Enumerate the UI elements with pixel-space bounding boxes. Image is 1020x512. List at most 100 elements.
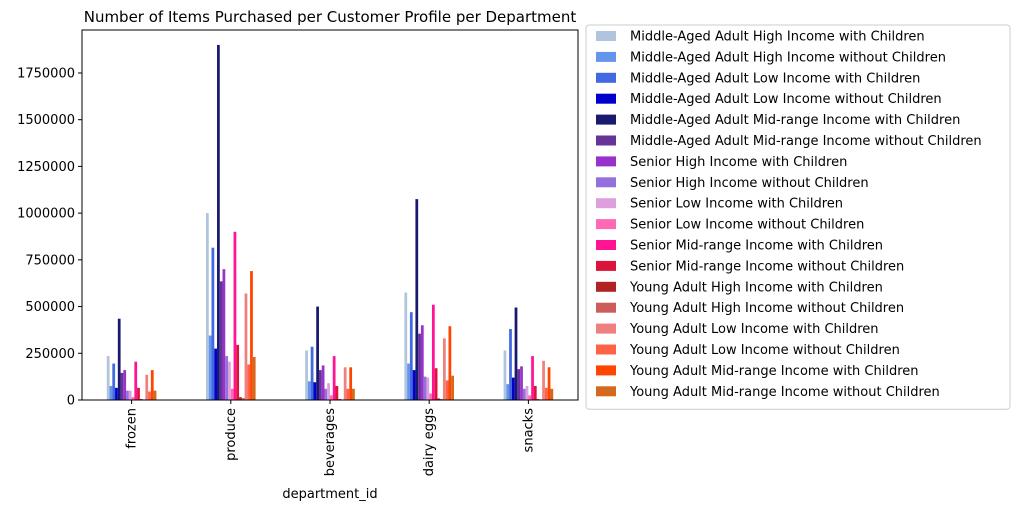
y-tick-label: 1250000 [17,160,75,175]
legend-swatch [596,219,616,230]
legend-swatch [596,177,616,188]
legend: Middle-Aged Adult High Income with Child… [585,24,1011,410]
bar [531,356,534,400]
legend-swatch [596,344,616,355]
bar [522,388,526,400]
bar [134,361,138,400]
bar [208,335,212,400]
bar [115,387,118,400]
bar [241,398,245,400]
legend-label: Senior High Income with Children [630,155,847,170]
bar [233,231,237,400]
bar [409,312,413,400]
bar [137,387,140,400]
legend-label: Senior Mid-range Income without Children [630,259,904,274]
legend-swatch [596,135,616,146]
bar [528,395,532,400]
bar [327,383,330,400]
bar [335,385,339,400]
legend-label: Middle-Aged Adult High Income with Child… [630,30,925,45]
legend-label: Middle-Aged Adult Low Income without Chi… [630,92,942,107]
legend-swatch [596,281,616,292]
legend-frame [585,24,1011,410]
bar [214,348,218,400]
bar [418,333,421,400]
bar [429,393,432,400]
bar [332,356,336,400]
bar [412,370,416,400]
legend-swatch [596,72,616,83]
bar [343,367,347,400]
bar [211,247,215,400]
bar [219,281,223,400]
y-tick-label: 1000000 [17,207,75,222]
legend-label: Middle-Aged Adult Mid-range Income witho… [630,134,982,149]
bar [305,350,308,400]
bar [330,395,333,400]
bar [420,325,424,400]
bar [426,377,430,400]
legend-label: Middle-Aged Adult Low Income with Childr… [630,71,920,86]
legend-label: Middle-Aged Adult Mid-range Income with … [630,113,960,128]
legend-label: Young Adult High Income with Children [629,280,883,295]
x-tick-label: snacks [521,408,536,453]
bar [228,361,231,400]
bar [236,344,240,400]
bar [307,381,311,400]
plot-frame [81,29,579,401]
x-tick-label: dairy eggs [422,408,437,477]
bar [321,365,325,400]
bar [131,397,135,400]
bar [222,269,226,400]
y-tick-label: 500000 [25,300,75,315]
bar [550,388,554,400]
bar [434,368,438,400]
bar [431,304,435,400]
y-tick-label: 1500000 [17,113,75,128]
legend-swatch [596,51,616,62]
legend-swatch [596,260,616,271]
bar [206,213,209,400]
bar [310,346,314,400]
bar [120,372,124,400]
bar [316,306,319,400]
y-tick-label: 1750000 [17,66,75,81]
legend-label: Young Adult Mid-range Income with Childr… [629,364,919,379]
chart-title: Number of Items Purchased per Customer P… [84,8,577,26]
legend-swatch [596,31,616,41]
legend-label: Senior Mid-range Income with Children [630,239,883,254]
legend-swatch [596,323,616,334]
bar [407,363,410,400]
legend-label: Middle-Aged Adult High Income without Ch… [630,50,946,65]
bar [525,385,529,400]
bar [128,390,132,400]
bar [145,374,149,400]
x-tick-label: frozen [125,408,140,449]
bar [117,318,121,400]
bar [230,388,234,400]
bar [244,293,248,400]
y-tick-label: 0 [67,394,75,409]
bar [442,338,446,400]
bar [511,377,515,400]
bar [404,292,408,400]
bar [239,397,242,400]
bar [352,388,355,400]
x-axis-label: department_id [282,487,377,502]
legend-label: Young Adult High Income without Children [629,301,904,316]
bar [544,387,548,400]
bar [415,199,419,400]
bar [109,385,113,400]
bar [547,367,551,400]
bar [520,366,523,400]
bar [153,390,157,400]
legend-swatch [596,386,616,397]
bar [106,356,110,400]
bar [112,363,116,400]
legend-label: Senior Low Income without Children [630,218,864,233]
bar [451,375,454,400]
bar [318,370,322,400]
bar [250,271,253,400]
bar [506,384,510,400]
